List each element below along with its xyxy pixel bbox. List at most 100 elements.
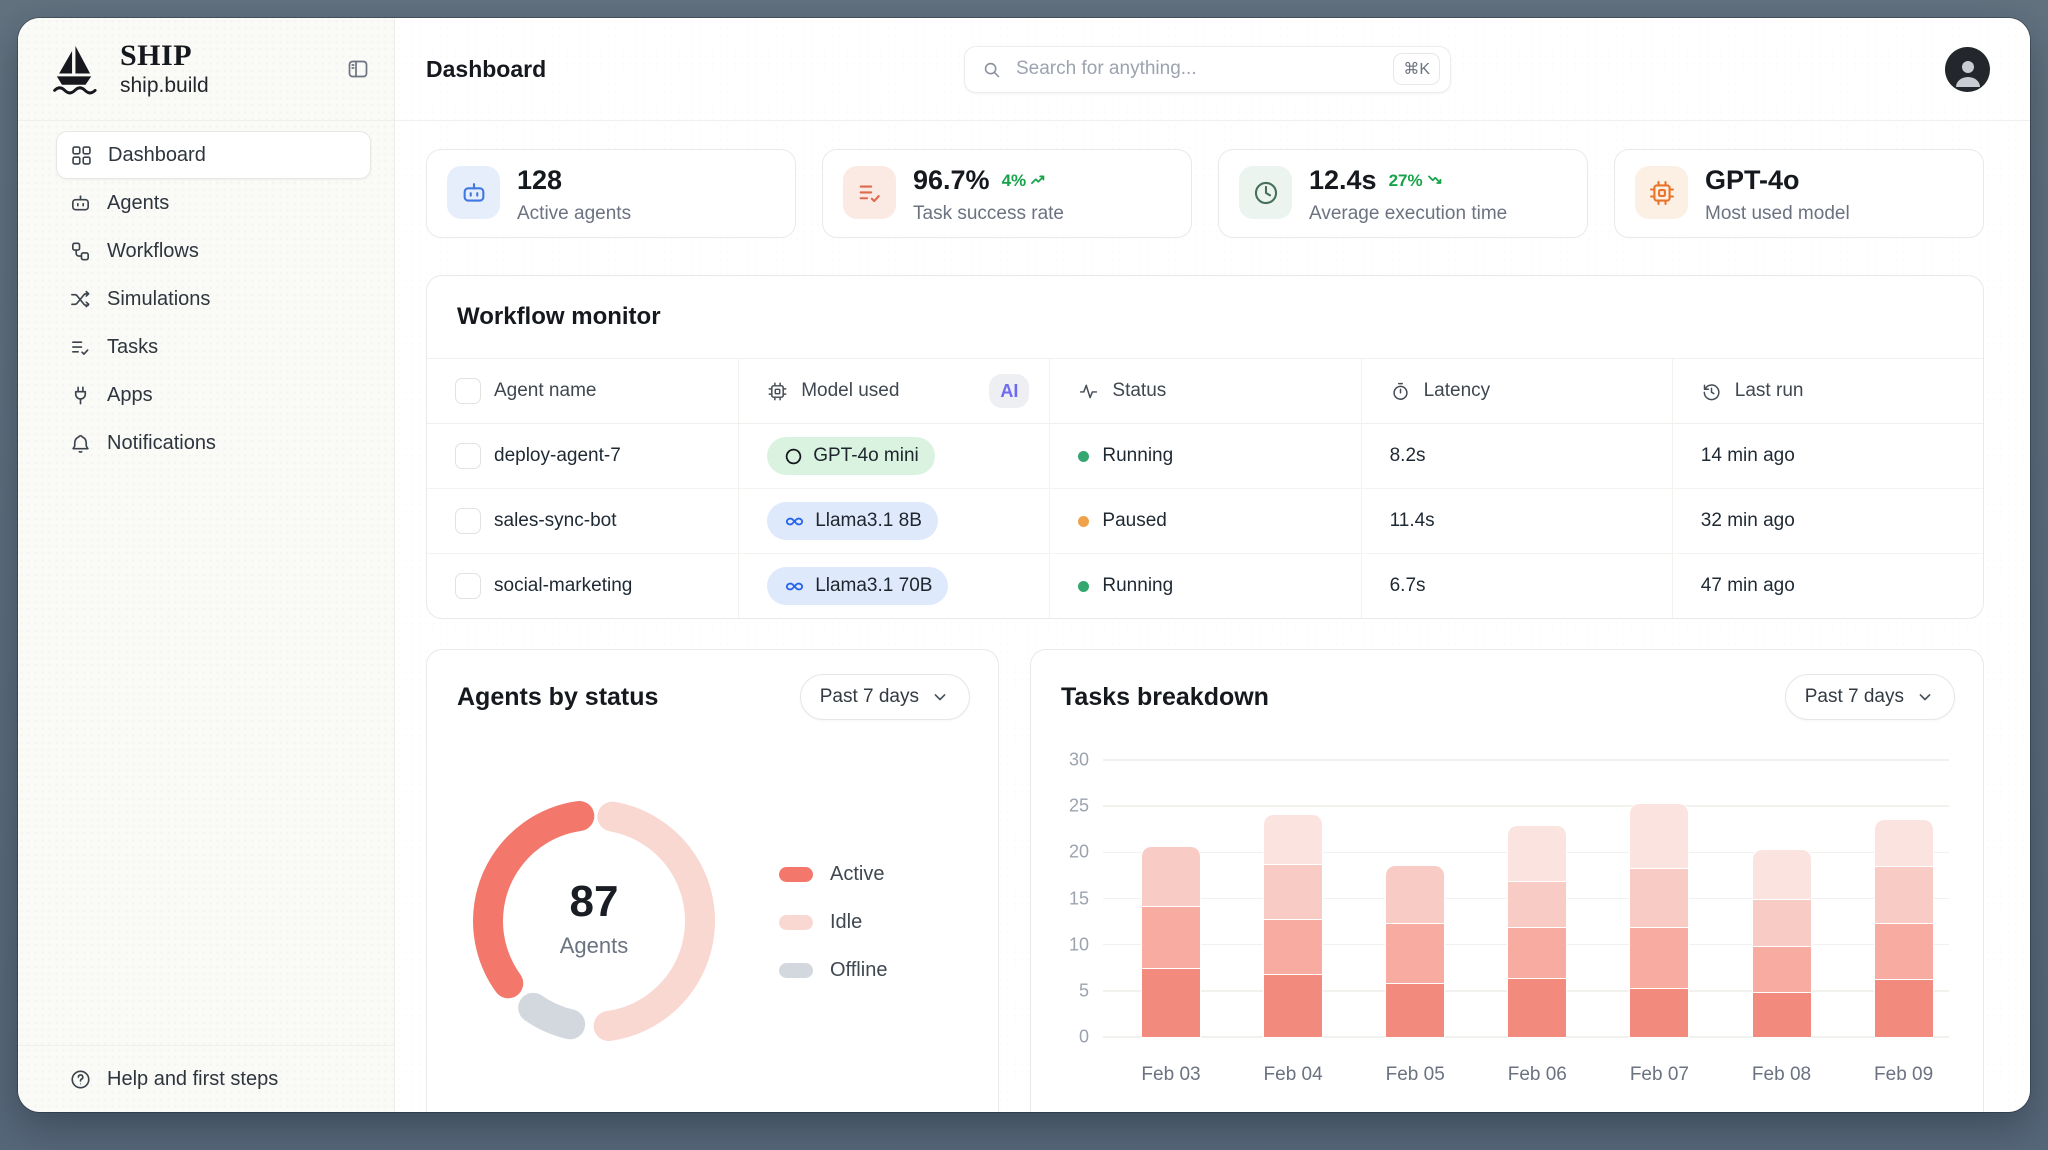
y-axis-tick-25: 25 [1068, 795, 1089, 816]
table-row-deploy-agent-7[interactable]: deploy-agent-7 GPT-4o mini Running 8.2s 14 m… [427, 424, 1983, 489]
bar-feb-03 [1141, 760, 1201, 1039]
last-run-value: 47 min ago [1700, 575, 1795, 596]
stat-label: Active agents [517, 202, 632, 224]
bar-segment [1873, 819, 1934, 868]
stat-trend: 4% [1002, 171, 1050, 191]
row-checkbox[interactable] [455, 573, 481, 599]
tasks-breakdown-title: Tasks breakdown [1061, 682, 1269, 711]
brand: SHIP ship.build [120, 39, 209, 98]
bar-segment [1507, 879, 1568, 929]
column-header-model-used: Model used AI [738, 359, 1049, 423]
x-axis-label-feb-04: Feb 04 [1263, 1064, 1323, 1085]
gridline-25 [1103, 805, 1949, 807]
sailboat-logo-icon [48, 41, 104, 97]
status-cell: Running [1049, 554, 1360, 618]
bar-feb-06 [1507, 760, 1568, 1039]
status-dot [1078, 450, 1090, 462]
column-header-status: Status [1049, 359, 1360, 423]
column-label: Agent name [494, 380, 597, 401]
row-checkbox[interactable] [455, 508, 481, 534]
bar-segment [1629, 987, 1690, 1038]
x-axis-label-feb-09: Feb 09 [1874, 1064, 1934, 1085]
agents-range-dropdown[interactable]: Past 7 days [799, 674, 970, 720]
bar-segment [1873, 865, 1934, 924]
agents-by-status-card: Agents by status Past 7 days 87 Agents A… [426, 649, 999, 1112]
last-run-cell: 47 min ago [1671, 554, 1983, 618]
app-window: SHIP ship.build Dashboard Agents Workflows… [18, 18, 2030, 1112]
gridline-30 [1103, 759, 1949, 761]
status-label: Running [1102, 575, 1174, 596]
history-icon [1701, 381, 1722, 402]
row-checkbox[interactable] [455, 443, 481, 469]
sidebar-item-dashboard[interactable]: Dashboard [56, 131, 371, 179]
stat-value: 12.4s [1309, 165, 1377, 195]
bar-segment [1629, 803, 1690, 870]
status-label: Running [1102, 445, 1174, 466]
agents-status-donut-chart [460, 787, 728, 1055]
sidebar-item-agents[interactable]: Agents [56, 179, 371, 227]
donut-legend: Active Idle Offline [779, 857, 887, 987]
bar-segment [1263, 814, 1324, 866]
sidebar-item-simulations[interactable]: Simulations [56, 275, 371, 323]
bar-segment [1507, 926, 1568, 979]
model-cell: Llama3.1 8B [738, 489, 1049, 553]
topbar: Dashboard ⌘K [395, 18, 2030, 121]
bottom-cards-row: Agents by status Past 7 days 87 Agents A… [426, 649, 1984, 1112]
legend-label: Idle [830, 910, 863, 933]
status-cell: Running [1049, 424, 1360, 488]
avatar[interactable] [1945, 46, 1990, 92]
y-axis-tick-30: 30 [1068, 749, 1089, 770]
tasks-stacked-bar-chart: 0 5 10 15 20 25 30 Feb 03 Feb 04 Feb 05 Feb 06 Feb … [1069, 750, 1949, 1085]
agent-name-cell: social-marketing [427, 554, 738, 618]
sidebar-item-help[interactable]: Help and first steps [18, 1045, 394, 1112]
bar-segment [1385, 922, 1446, 985]
stat-value: 128 [517, 165, 563, 195]
last-run-value: 14 min ago [1700, 445, 1795, 466]
sidebar-item-apps[interactable]: Apps [56, 371, 371, 419]
bar-segment [1385, 865, 1446, 925]
legend-item-idle: Idle [779, 905, 887, 939]
cpu-icon [767, 381, 788, 402]
agent-name: deploy-agent-7 [494, 445, 621, 466]
sidebar-collapse-button[interactable] [346, 57, 370, 81]
model-name: Llama3.1 70B [815, 575, 933, 596]
latency-value: 8.2s [1389, 445, 1426, 466]
sidebar-item-label: Simulations [107, 287, 211, 310]
sidebar-nav: Dashboard Agents Workflows Simulations Tasks… [18, 121, 394, 467]
workflow-icon [69, 240, 92, 263]
agents-by-status-title: Agents by status [457, 682, 659, 711]
latency-value: 11.4s [1389, 510, 1435, 531]
stat-card-active-agents: 128 Active agents [426, 149, 796, 238]
bar-segment [1629, 867, 1690, 929]
stat-value: 96.7% [913, 165, 990, 195]
main-area: Dashboard ⌘K 128 Active agents 96.7% 4% Task… [395, 18, 2030, 1112]
openai-icon [783, 446, 804, 467]
table-body: deploy-agent-7 GPT-4o mini Running 8.2s 14 m… [427, 424, 1983, 618]
bar-feb-04 [1263, 760, 1324, 1038]
model-pill-openai: GPT-4o mini [767, 437, 935, 475]
sidebar-item-workflows[interactable]: Workflows [56, 227, 371, 275]
search-shortcut-badge: ⌘K [1393, 53, 1440, 85]
tasks-range-dropdown[interactable]: Past 7 days [1784, 674, 1955, 720]
gridline-0 [1103, 1036, 1949, 1038]
stat-card-most-used-model: GPT-4o Most used model [1614, 149, 1984, 238]
status-label: Paused [1102, 510, 1167, 531]
table-row-social-marketing[interactable]: social-marketing Llama3.1 70B Running 6.7s 4… [427, 554, 1983, 618]
bar-segment [1141, 845, 1201, 907]
table-row-sales-sync-bot[interactable]: sales-sync-bot Llama3.1 8B Paused 11.4s 32 m… [427, 489, 1983, 554]
sidebar-item-tasks[interactable]: Tasks [56, 323, 371, 371]
model-name: GPT-4o mini [813, 445, 919, 466]
sidebar-item-notifications[interactable]: Notifications [56, 419, 371, 467]
search-bar[interactable]: ⌘K [964, 45, 1451, 93]
sidebar-footer-label: Help and first steps [107, 1067, 279, 1090]
sidebar-item-label: Dashboard [108, 143, 206, 166]
legend-item-offline: Offline [779, 953, 887, 987]
search-input[interactable] [1014, 57, 1382, 81]
select-all-checkbox[interactable] [455, 378, 481, 404]
bar-segment [1751, 898, 1812, 947]
bar-segment [1263, 917, 1324, 976]
model-cell: GPT-4o mini [738, 424, 1049, 488]
agent-name: social-marketing [494, 575, 633, 596]
bar-feb-09 [1873, 760, 1934, 1039]
